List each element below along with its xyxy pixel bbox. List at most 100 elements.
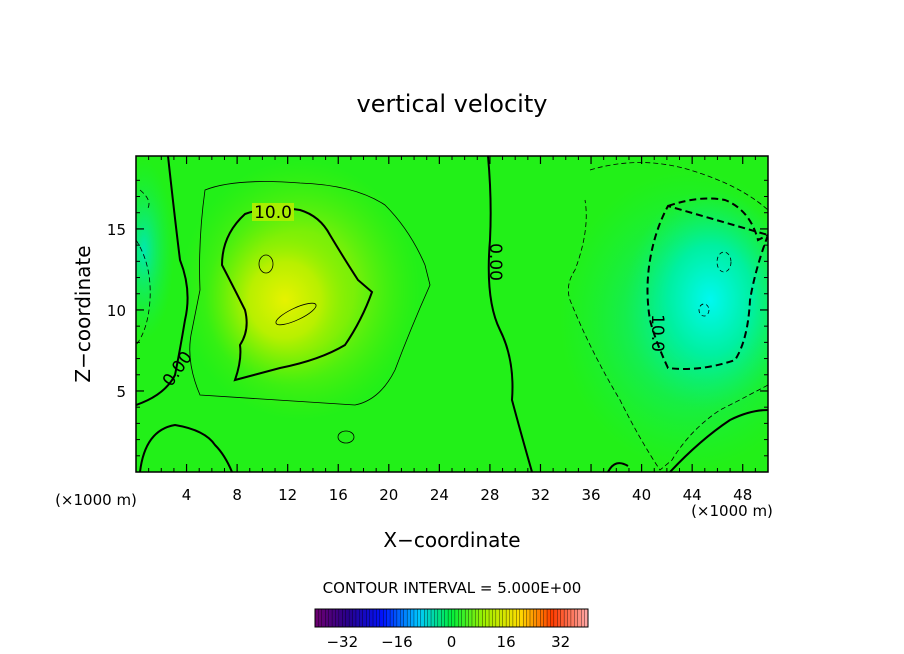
colorbar-swatch bbox=[529, 608, 534, 628]
colorbar-swatch bbox=[519, 608, 524, 628]
colorbar-swatch bbox=[369, 608, 374, 628]
y-axis-label: Z−coordinate bbox=[71, 245, 95, 382]
colorbar-swatch bbox=[447, 608, 452, 628]
colorbar-swatch bbox=[577, 608, 582, 628]
contour-15-positive-b bbox=[275, 302, 317, 326]
colorbar-swatch bbox=[509, 608, 514, 628]
x-tick-label-16: 16 bbox=[329, 486, 348, 504]
colorbar-swatch bbox=[410, 608, 415, 628]
contours bbox=[136, 156, 768, 472]
x-tick-label-20: 20 bbox=[379, 486, 398, 504]
colorbar-swatch bbox=[580, 608, 586, 628]
colorbar-swatch bbox=[522, 608, 528, 628]
colorbar-swatch bbox=[345, 608, 350, 628]
contour-5-positive-small bbox=[337, 430, 355, 444]
x-tick-label-4: 4 bbox=[182, 486, 192, 504]
colorbar-swatch bbox=[505, 608, 510, 628]
colorbar-swatch bbox=[454, 608, 459, 628]
colorbar-swatch bbox=[359, 608, 364, 628]
contour-10-positive bbox=[220, 207, 374, 382]
contour-label-10-negative: 10.0 bbox=[647, 314, 667, 352]
colorbar-swatch bbox=[403, 608, 408, 628]
contour-5-negative-right bbox=[567, 162, 768, 471]
colorbar-swatch bbox=[540, 608, 545, 628]
colorbar-swatch bbox=[499, 608, 504, 628]
colorbar-tick-label: 0 bbox=[447, 633, 457, 651]
colorbar-swatch bbox=[495, 608, 500, 628]
contour-zero-middle bbox=[487, 156, 533, 472]
contour-zero-right bbox=[669, 409, 768, 472]
x-tick-label-28: 28 bbox=[480, 486, 499, 504]
x-unit-right: (×1000 m) bbox=[691, 502, 773, 520]
colorbar-tick-label: −16 bbox=[381, 633, 413, 651]
contour-zero-bottom-left bbox=[139, 423, 233, 472]
cold-region-core bbox=[625, 190, 768, 410]
colorbar-swatch bbox=[574, 608, 579, 628]
colorbar-swatch bbox=[348, 608, 354, 628]
colorbar-tick-label: −32 bbox=[326, 633, 358, 651]
colorbar-swatch bbox=[458, 608, 463, 628]
contour-15-positive-a bbox=[258, 254, 274, 274]
colorbar-swatch bbox=[441, 608, 446, 628]
colorbar-swatch bbox=[396, 608, 401, 628]
contour-zero-bottom-right bbox=[607, 462, 629, 472]
x-tick-label-32: 32 bbox=[531, 486, 550, 504]
x-axis: 4 8 12 16 20 24 28 32 36 40 44 48 bbox=[148, 156, 756, 504]
contour-5-negative-left bbox=[136, 189, 151, 346]
colorbar-swatch bbox=[492, 608, 497, 628]
colorbar-swatch bbox=[502, 608, 507, 628]
colorbar-swatch bbox=[420, 608, 425, 628]
colorbar-swatch bbox=[400, 608, 405, 628]
colorbar-swatch bbox=[488, 608, 493, 628]
colorbar-swatch bbox=[526, 608, 531, 628]
y-tick-label-15: 15 bbox=[107, 221, 126, 239]
colorbar-swatch bbox=[352, 608, 357, 628]
colorbar-swatch bbox=[338, 608, 343, 628]
colorbar-swatch bbox=[427, 608, 432, 628]
chart-title: vertical velocity bbox=[357, 90, 548, 118]
colorbar-swatch bbox=[331, 608, 336, 628]
colorbar-swatch bbox=[444, 608, 449, 628]
colorbar-swatch bbox=[413, 608, 418, 628]
colorbar-swatch bbox=[451, 608, 456, 628]
contour-15-negative-b bbox=[698, 303, 710, 317]
colorbar-swatch bbox=[475, 608, 480, 628]
x-tick-label-44: 44 bbox=[683, 486, 702, 504]
colorbar-swatch bbox=[424, 608, 429, 628]
contour-zero-left bbox=[136, 156, 189, 406]
colorbar-swatch bbox=[543, 608, 548, 628]
colorbar-swatch bbox=[328, 608, 333, 628]
colorbar-swatch bbox=[570, 608, 575, 628]
colorbar-swatch bbox=[536, 608, 541, 628]
colorbar-frame bbox=[314, 608, 589, 628]
contour-5-positive bbox=[189, 181, 431, 406]
colorbar-swatch bbox=[516, 608, 521, 628]
colorbar-swatch bbox=[512, 608, 517, 628]
x-tick-label-40: 40 bbox=[632, 486, 651, 504]
colorbar-swatch bbox=[553, 608, 558, 628]
plot-area: 10.0 0.00 0.00 10.0 bbox=[136, 156, 768, 472]
colorbar-swatch bbox=[417, 608, 422, 628]
colorbar-swatch bbox=[560, 608, 565, 628]
colorbar-swatch bbox=[366, 608, 371, 628]
colorbar-swatch bbox=[567, 608, 572, 628]
y-axis: 5 10 15 bbox=[107, 179, 768, 457]
colorbar-swatch bbox=[342, 608, 347, 628]
y-tick-label-10: 10 bbox=[107, 302, 126, 320]
colorbar-swatch bbox=[393, 608, 398, 628]
x-tick-label-48: 48 bbox=[733, 486, 752, 504]
colorbar-tick-label: 32 bbox=[551, 633, 570, 651]
colorbar-swatch bbox=[461, 608, 466, 628]
colorbar-swatch bbox=[355, 608, 360, 628]
colorbar-swatch bbox=[321, 608, 326, 628]
x-axis-label: X−coordinate bbox=[383, 528, 520, 552]
colorbar-swatch bbox=[471, 608, 476, 628]
colorbar-swatch bbox=[464, 608, 470, 628]
warm-region-core bbox=[205, 215, 365, 385]
x-tick-label-8: 8 bbox=[232, 486, 242, 504]
cold-region-left bbox=[136, 160, 174, 340]
colorbar-swatch bbox=[546, 608, 551, 628]
colorbar-swatch bbox=[434, 608, 439, 628]
colorbar-swatch bbox=[533, 608, 538, 628]
